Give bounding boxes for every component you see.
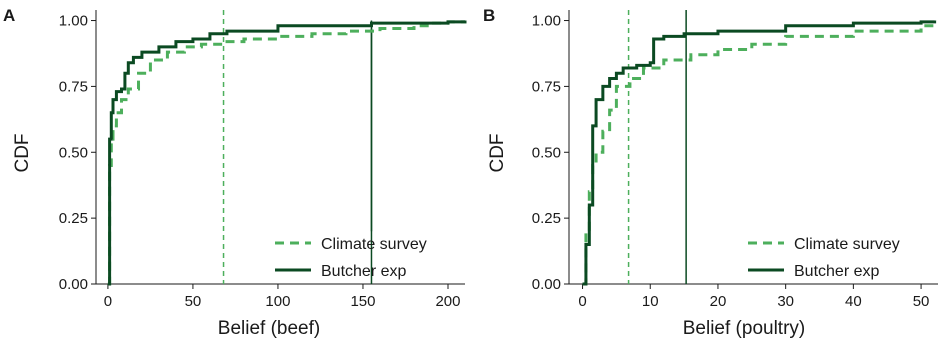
panel-b-xtick-label-5: 50: [913, 293, 930, 310]
panel-a-xtick-label-2: 100: [265, 293, 290, 310]
panel-a-series-climate-survey: [107, 20, 467, 286]
panel-b-ytick-label-2: 0.50: [532, 144, 561, 161]
panel-letter-a: A: [3, 6, 15, 25]
panel-b-ylabel: CDF: [487, 133, 508, 172]
panel-a-ytick-label-2: 0.50: [59, 144, 88, 161]
panel-a-ytick-label-1: 0.25: [59, 210, 88, 227]
panel-a-xtick-label-0: 0: [104, 293, 112, 310]
panel-a-xtick-label-3: 150: [350, 293, 375, 310]
panel-b-ytick-label-3: 0.75: [532, 78, 561, 95]
panel-b-ytick-label-1: 0.25: [532, 210, 561, 227]
panel-b-legend-label-0: Climate survey: [794, 236, 900, 253]
panel-b-series-butcher-exp: [582, 20, 937, 286]
panel-a-ytick-label-0: 0.00: [59, 276, 88, 293]
panel-a-ytick-label-3: 0.75: [59, 78, 88, 95]
panel-b-legend-label-1: Butcher exp: [794, 263, 879, 280]
panel-b-xtick-label-1: 10: [642, 293, 659, 310]
panel-b: B CDF Belief (poultry) 0.00 0.25 0.50 0.75 1…: [483, 6, 938, 339]
panel-b-xtick-label-4: 40: [845, 293, 862, 310]
panel-a-legend-label-0: Climate survey: [321, 236, 427, 253]
panel-b-ytick-label-0: 0.00: [532, 276, 561, 293]
panel-a-ylabel: CDF: [12, 133, 33, 172]
panel-b-xtick-label-0: 0: [578, 293, 586, 310]
panel-b-xtick-label-3: 30: [777, 293, 794, 310]
panel-a-xtick-label-1: 50: [185, 293, 202, 310]
panel-letter-b: B: [483, 6, 495, 25]
panel-b-series-climate-survey: [582, 20, 937, 286]
panel-b-xtick-label-2: 20: [710, 293, 727, 310]
panel-a-legend-label-1: Butcher exp: [321, 263, 406, 280]
panel-b-xlabel: Belief (poultry): [683, 318, 806, 339]
panel-a-series-butcher-exp: [107, 20, 467, 286]
panel-a-xlabel: Belief (beef): [218, 318, 320, 339]
panel-a-xtick-label-4: 200: [435, 293, 460, 310]
panel-b-ytick-label-4: 1.00: [532, 13, 561, 30]
panel-a-ytick-label-4: 1.00: [59, 13, 88, 30]
panel-a: A CDF Belief (beef) 0.00 0.25 0.50 0.75 1.00…: [3, 6, 467, 339]
